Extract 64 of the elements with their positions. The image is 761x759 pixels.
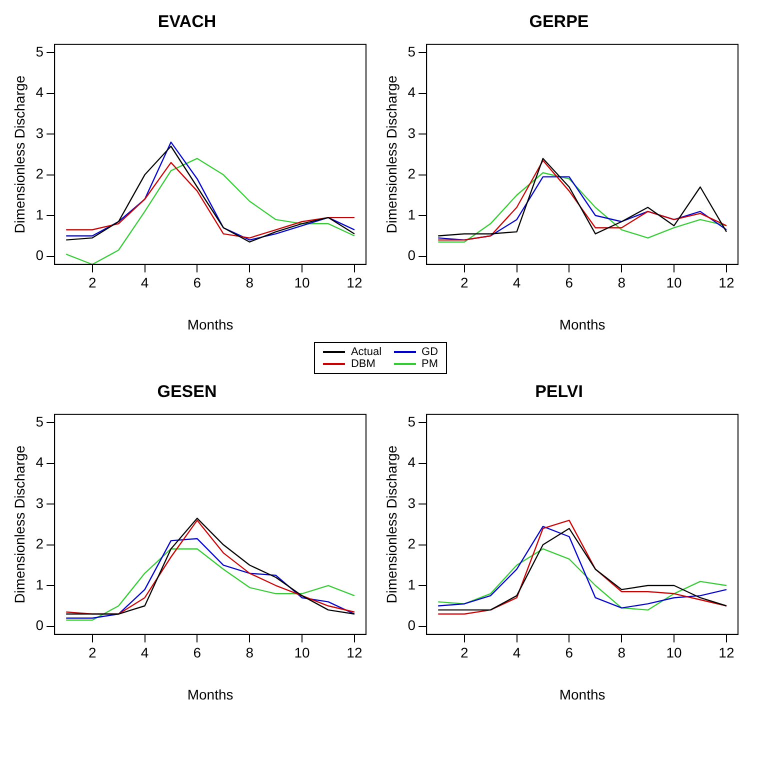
x-tick-label: 8 bbox=[246, 274, 254, 291]
x-tick-label: 10 bbox=[666, 274, 682, 291]
chart-title: PELVI bbox=[535, 382, 583, 401]
x-tick-label: 6 bbox=[565, 274, 574, 291]
y-tick-label: 1 bbox=[36, 576, 44, 592]
x-tick-label: 6 bbox=[193, 274, 202, 291]
y-tick-label: 1 bbox=[408, 576, 416, 592]
chart-title: GERPE bbox=[529, 12, 589, 31]
y-tick-label: 5 bbox=[408, 413, 416, 430]
y-tick-label: 2 bbox=[36, 166, 44, 182]
chart-title: EVACH bbox=[158, 12, 216, 31]
x-tick-label: 4 bbox=[140, 644, 149, 661]
x-tick-label: 2 bbox=[88, 644, 96, 661]
x-tick-label: 12 bbox=[346, 274, 362, 291]
y-axis-title: Dimensionless Discharge bbox=[383, 445, 400, 604]
x-tick-label: 4 bbox=[512, 644, 521, 661]
y-tick-label: 0 bbox=[36, 617, 44, 634]
x-tick-label: 6 bbox=[193, 644, 202, 661]
y-tick-label: 4 bbox=[408, 84, 416, 100]
y-axis-title: Dimensionless Discharge bbox=[11, 445, 28, 604]
y-tick-label: 3 bbox=[36, 124, 44, 141]
x-tick-label: 6 bbox=[565, 644, 574, 661]
y-tick-label: 5 bbox=[36, 43, 44, 60]
y-tick-label: 5 bbox=[408, 43, 416, 60]
legend-label: Actual bbox=[350, 346, 382, 358]
x-tick-label: 8 bbox=[618, 274, 626, 291]
x-tick-label: 10 bbox=[294, 274, 310, 291]
x-tick-label: 8 bbox=[246, 644, 254, 661]
y-tick-label: 3 bbox=[408, 494, 416, 511]
x-axis-title: Months bbox=[559, 316, 606, 332]
x-tick-label: 10 bbox=[666, 644, 682, 661]
x-tick-label: 2 bbox=[88, 274, 96, 291]
legend-label: PM bbox=[422, 358, 438, 370]
y-tick-label: 4 bbox=[408, 454, 416, 470]
x-tick-label: 8 bbox=[618, 644, 626, 661]
y-tick-label: 3 bbox=[36, 494, 44, 511]
x-axis-title: Months bbox=[187, 686, 234, 702]
x-tick-label: 12 bbox=[346, 644, 362, 661]
x-tick-label: 10 bbox=[294, 644, 310, 661]
y-tick-label: 1 bbox=[36, 206, 44, 222]
x-axis-title: Months bbox=[559, 686, 606, 702]
y-tick-label: 1 bbox=[408, 206, 416, 222]
y-axis-title: Dimensionless Discharge bbox=[383, 75, 400, 234]
y-tick-label: 2 bbox=[36, 536, 44, 552]
x-tick-label: 2 bbox=[460, 644, 468, 661]
x-tick-label: 4 bbox=[512, 274, 521, 291]
x-tick-label: 12 bbox=[718, 274, 734, 291]
y-tick-label: 4 bbox=[36, 84, 44, 100]
y-tick-label: 5 bbox=[36, 413, 44, 430]
x-tick-label: 4 bbox=[140, 274, 149, 291]
legend-label: DBM bbox=[350, 358, 376, 370]
x-axis-title: Months bbox=[187, 316, 234, 332]
legend-label: GD bbox=[422, 346, 438, 358]
y-axis-title: Dimensionless Discharge bbox=[11, 75, 28, 234]
y-tick-label: 0 bbox=[36, 247, 44, 264]
y-tick-label: 2 bbox=[408, 166, 416, 182]
y-tick-label: 0 bbox=[408, 247, 416, 264]
y-tick-label: 3 bbox=[408, 124, 416, 141]
y-tick-label: 2 bbox=[408, 536, 416, 552]
x-tick-label: 12 bbox=[718, 644, 734, 661]
y-tick-label: 4 bbox=[36, 454, 44, 470]
x-tick-label: 2 bbox=[460, 274, 468, 291]
chart-title: GESEN bbox=[157, 382, 217, 401]
y-tick-label: 0 bbox=[408, 617, 416, 634]
